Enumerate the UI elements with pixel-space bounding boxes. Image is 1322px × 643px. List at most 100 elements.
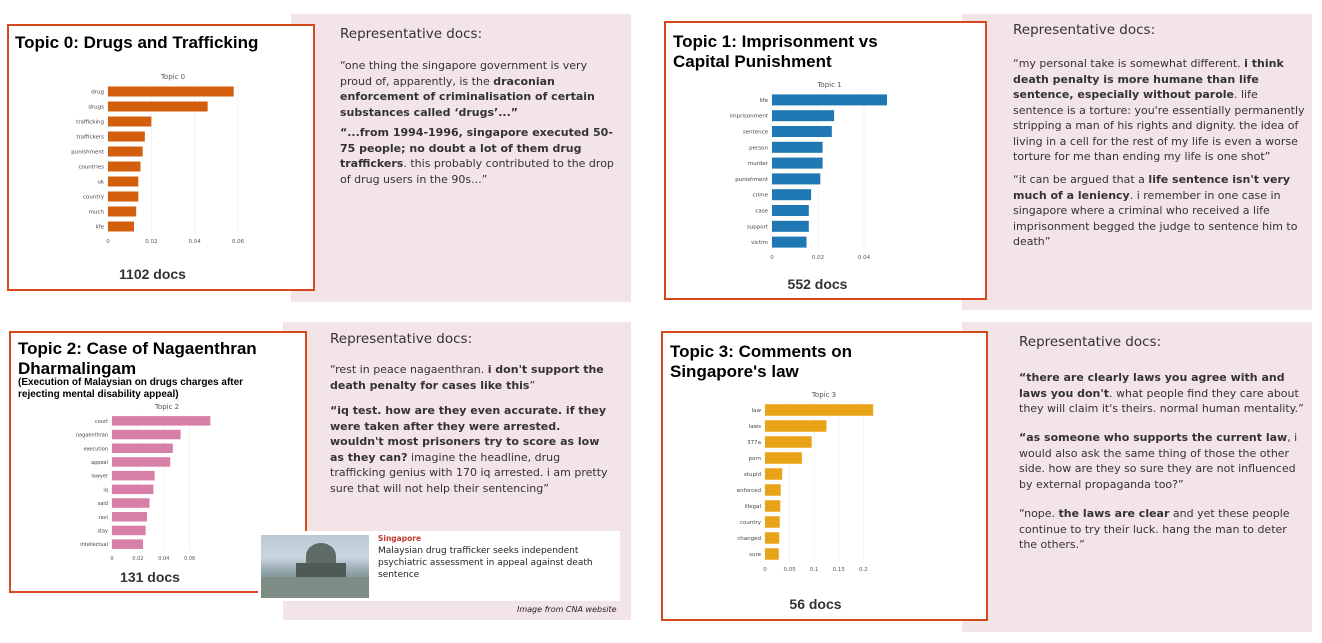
bar [772, 189, 812, 201]
y-tick-label: life [760, 98, 769, 104]
bar [112, 484, 154, 495]
y-tick-label: intellectual [80, 542, 108, 548]
y-tick-label: court [95, 419, 108, 425]
y-tick-label: uk [97, 180, 104, 186]
bar [112, 512, 147, 522]
doc-count-0: 1102 docs [119, 266, 186, 282]
y-tick-label: laws [749, 424, 761, 430]
rep-docs-heading-1: Representative docs: [1013, 22, 1156, 38]
topic-subtitle-2: (Execution of Malaysian on drugs charges… [18, 377, 244, 400]
quote-segment: the laws are clear [1058, 507, 1170, 520]
topic-title-2: Topic 2: Case of Nagaenthran Dharmalinga… [18, 339, 257, 378]
rep-doc-quote-0-0: “one thing the singapore government is v… [340, 58, 620, 120]
image-credit: Image from CNA website [517, 605, 617, 614]
rep-doc-quote-0-1: “...from 1994-1996, singapore executed 5… [340, 125, 620, 187]
quote-segment: . i remember in one case in singapore wh… [1013, 188, 1298, 249]
topic-card-3 [661, 331, 988, 621]
x-tick-label: 0.2 [859, 567, 868, 573]
y-tick-label: punishment [735, 177, 769, 183]
x-tick-label: 0 [770, 255, 774, 261]
quote-segment: “as someone who supports the current law [1019, 431, 1288, 444]
topic-title-0: Topic 0: Drugs and Trafficking [15, 33, 259, 52]
quote-segment: . what people find they care about they … [1019, 386, 1304, 416]
y-tick-label: said [98, 501, 108, 507]
quote-segment: “my personal take is somewhat different. [1013, 57, 1245, 70]
bar [765, 548, 779, 560]
bar [772, 126, 832, 137]
bar [765, 420, 827, 432]
y-tick-label: countries [78, 165, 104, 171]
bar [108, 161, 141, 172]
rep-docs-heading-2: Representative docs: [330, 331, 473, 347]
y-tick-label: law [752, 408, 762, 414]
bar [772, 236, 807, 248]
topic-title-3: Topic 3: Comments on Singapore's law [670, 342, 852, 381]
topic-card-1 [664, 21, 987, 300]
bar [112, 470, 155, 481]
topic-card-0 [7, 24, 315, 291]
bar [772, 205, 809, 216]
bar [765, 484, 781, 496]
rep-docs-heading-3: Representative docs: [1019, 334, 1162, 350]
quote-segment: ” [529, 378, 536, 392]
bar [108, 191, 139, 202]
bar [772, 94, 887, 106]
bar [772, 157, 823, 169]
rep-doc-quote-3-0: “there are clearly laws you agree with a… [1019, 370, 1307, 417]
y-tick-label: support [747, 224, 769, 230]
x-tick-label: 0.04 [189, 239, 202, 245]
topic-title-1: Topic 1: Imprisonment vs Capital Punishm… [673, 32, 878, 71]
news-article-card[interactable]: Singapore Malaysian drug trafficker seek… [258, 531, 620, 601]
y-tick-label: ravi [99, 515, 108, 521]
doc-count-3: 56 docs [789, 596, 842, 612]
y-tick-label: punishment [71, 150, 105, 156]
x-tick-label: 0 [110, 556, 113, 560]
y-tick-label: sure [749, 552, 761, 558]
x-tick-label: 0 [106, 239, 110, 245]
rep-doc-quote-1-0: “my personal take is somewhat different.… [1013, 56, 1305, 165]
y-tick-label: changed [737, 536, 761, 542]
quote-segment: and yet these people continue to try the… [1019, 507, 1290, 551]
y-tick-label: 377a [747, 440, 761, 446]
bar-chart-topic1: Topic 1 0 0.02 0.04 life imprisonment sentence… [730, 81, 887, 261]
x-tick-label: 0.15 [833, 567, 846, 573]
bar [108, 146, 143, 157]
bar [765, 404, 874, 416]
bar-chart-topic3: Topic 3 0 0.05 0.1 0.15 0.2 law laws 377a porn stu… [737, 391, 874, 573]
quote-segment: “there are clearly laws you agree with a… [1019, 371, 1285, 400]
bar [112, 457, 171, 467]
y-tick-label: trafficking [76, 120, 104, 126]
quote-segment: “iq test. how are they even accurate. if… [330, 404, 607, 464]
quote-segment: life sentence isn't very much of a lenie… [1013, 173, 1291, 202]
rep-doc-quote-3-1: “as someone who supports the current law… [1019, 430, 1307, 492]
bar [772, 110, 835, 122]
rep-doc-quote-2-0: “rest in peace nagaenthran. i don't supp… [330, 362, 608, 393]
quote-segment: draconian enforcement of criminalisation… [340, 74, 595, 119]
x-tick-label: 0 [763, 567, 767, 573]
news-article-image [261, 535, 369, 598]
quote-segment: “rest in peace nagaenthran. [330, 363, 488, 376]
news-headline[interactable]: Malaysian drug trafficker seeks independ… [378, 546, 593, 580]
y-tick-label: country [740, 520, 762, 526]
rep-doc-quote-1-1: “it can be argued that a life sentence i… [1013, 172, 1305, 250]
y-tick-label: appeal [91, 460, 108, 466]
y-tick-label: porn [748, 456, 761, 462]
y-tick-label: drugs [88, 105, 104, 111]
bar [772, 141, 823, 153]
y-tick-label: imprisonment [730, 114, 769, 120]
bar [112, 498, 150, 508]
y-tick-label: iq [103, 487, 108, 493]
y-tick-label: stay [97, 528, 108, 534]
y-tick-label: sentence [743, 130, 769, 136]
x-tick-label: 0.02 [145, 239, 157, 245]
bar [108, 131, 145, 142]
bar [765, 468, 783, 480]
chart-title: Topic 1 [816, 81, 841, 89]
chart-title: Topic 2 [154, 403, 179, 411]
quote-segment: . life sentence is a torture: you're ess… [1013, 88, 1305, 163]
y-tick-label: much [89, 210, 105, 216]
bar [108, 86, 234, 97]
bar [112, 443, 173, 453]
bar [772, 220, 809, 232]
rep-docs-heading-0: Representative docs: [340, 26, 483, 42]
